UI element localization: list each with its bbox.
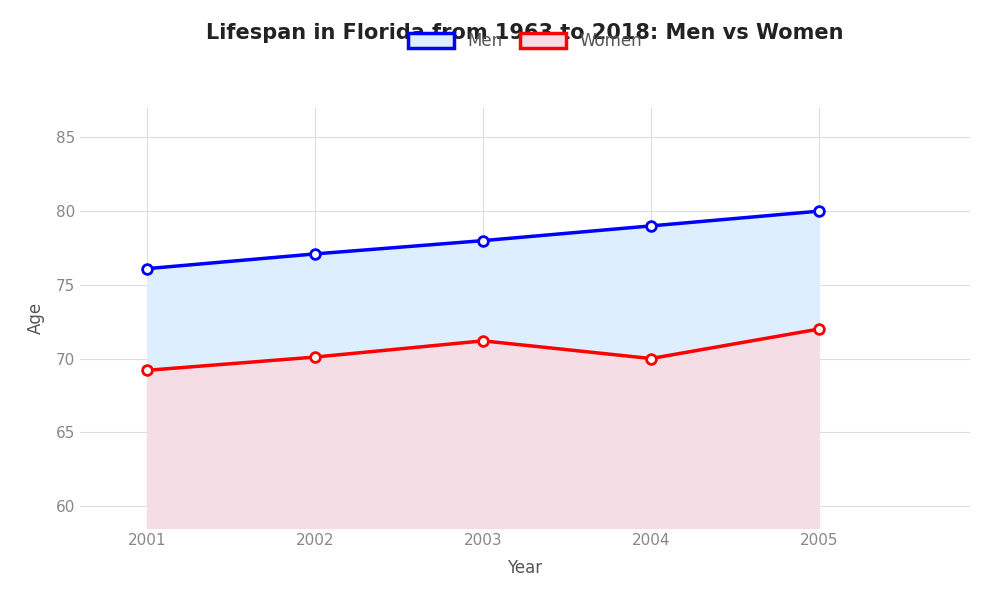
- X-axis label: Year: Year: [507, 559, 543, 577]
- Y-axis label: Age: Age: [27, 302, 45, 334]
- Title: Lifespan in Florida from 1963 to 2018: Men vs Women: Lifespan in Florida from 1963 to 2018: M…: [206, 23, 844, 43]
- Legend: Men, Women: Men, Women: [399, 24, 651, 59]
